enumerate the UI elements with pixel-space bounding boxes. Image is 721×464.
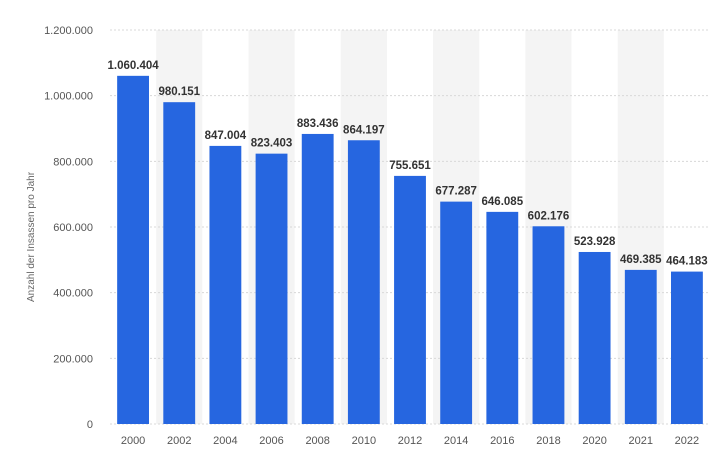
bar[interactable] [624,269,657,424]
x-tick-label: 2006 [259,435,283,447]
bar[interactable] [532,226,565,424]
bar[interactable] [671,271,703,424]
data-label: 464.183 [666,256,708,268]
y-tick-label: 1.200.000 [44,25,93,37]
y-tick-label: 1.000.000 [44,91,93,103]
x-tick-label: 2010 [352,435,376,447]
x-tick-label: 2014 [444,435,468,447]
data-label: 677.287 [435,186,477,198]
bars [117,75,703,425]
x-tick-label: 2000 [121,435,145,447]
y-tick-label: 800.000 [53,156,93,168]
data-label: 469.385 [620,254,662,266]
y-axis-title: Anzahl der Insassen pro Jahr [26,171,37,302]
y-tick-label: 400.000 [53,288,93,300]
bar[interactable] [209,145,242,424]
bar[interactable] [578,251,611,424]
x-tick-label: 2008 [305,435,329,447]
x-axis-ticks: 2000 2002 2004 2006 2008 2010 2012 2014 2016 2018… [121,435,699,447]
bar[interactable] [255,153,288,424]
y-tick-label: 200.000 [53,353,93,365]
bar[interactable] [394,175,426,424]
x-tick-label: 2020 [582,435,606,447]
x-tick-label: 2018 [536,435,560,447]
data-label: 602.176 [528,210,570,222]
bar[interactable] [163,102,196,425]
bar[interactable] [117,75,149,425]
bar[interactable] [440,201,473,424]
data-label: 847.004 [205,130,247,142]
data-label: 523.928 [574,236,616,248]
y-tick-label: 600.000 [53,222,93,234]
data-label: 646.085 [482,196,524,208]
x-tick-label: 2004 [213,435,237,447]
x-tick-label: 2022 [675,435,699,447]
bar[interactable] [486,211,519,424]
bar[interactable] [347,140,380,425]
data-labels: 1.060.404 980.151 847.004 823.403 883.436 864… [107,60,707,268]
data-label: 980.151 [158,86,200,98]
data-label: 864.197 [343,124,385,136]
data-label: 883.436 [297,118,339,130]
data-label: 755.651 [389,160,431,172]
y-axis-ticks: 0 200.000 400.000 600.000 800.000 1.000.000 1.… [44,25,93,431]
bar[interactable] [301,133,334,424]
x-tick-label: 2012 [398,435,422,447]
y-tick-label: 0 [87,419,93,431]
x-tick-label: 2016 [490,435,514,447]
data-label: 1.060.404 [107,60,159,72]
x-tick-label: 2021 [629,435,653,447]
data-label: 823.403 [251,138,293,150]
x-tick-label: 2002 [167,435,191,447]
